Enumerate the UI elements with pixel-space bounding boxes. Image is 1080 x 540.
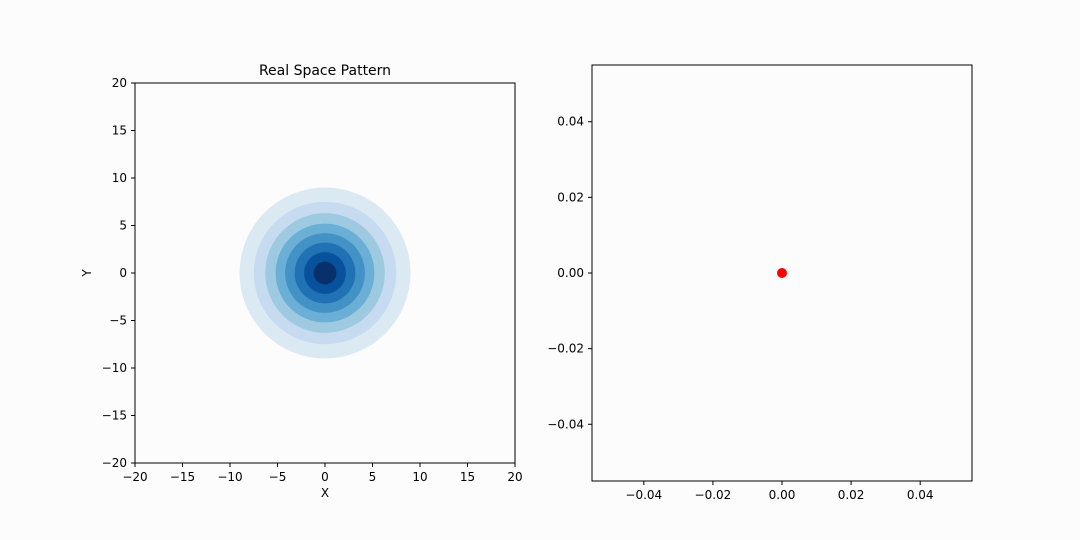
real-space-axes: −20 −15 −10 −5 0 5 10 15 20 −20−15−10−505101520 … bbox=[80, 63, 523, 500]
point-axes: −0.04 −0.02 0.00 0.02 0.04 −0.04 −0.02 0.00 0.0… bbox=[547, 64, 973, 502]
point-series bbox=[777, 268, 787, 278]
real-space-pattern bbox=[239, 187, 411, 359]
real-space-x-tick-label: 0 bbox=[321, 470, 329, 484]
real-space-y-tick-label: 5 bbox=[119, 219, 127, 233]
point-y-tick-label: 0.04 bbox=[557, 115, 584, 129]
real-space-x-ticks: −20 −15 −10 −5 0 5 10 15 20 bbox=[122, 463, 523, 484]
real-space-x-tick-label: −15 bbox=[170, 470, 195, 484]
point-x-tick-label: −0.02 bbox=[695, 488, 732, 502]
real-space-x-tick-label: 10 bbox=[412, 470, 427, 484]
point-x-tick-label: −0.04 bbox=[625, 488, 662, 502]
point-x-ticks: −0.04 −0.02 0.00 0.02 0.04 bbox=[625, 481, 934, 502]
real-space-x-label: X bbox=[321, 486, 329, 500]
real-space-y-tick-label: 15 bbox=[112, 124, 127, 138]
point-y-tick-label: 0.00 bbox=[557, 266, 584, 280]
real-space-y-tick-label: 0 bbox=[119, 266, 127, 280]
point-y-tick-label: −0.02 bbox=[547, 342, 584, 356]
real-space-y-tick-label: 10 bbox=[112, 171, 127, 185]
point-y-tick-label: −0.04 bbox=[547, 417, 584, 431]
real-space-y-label: Y bbox=[80, 269, 94, 278]
real-space-x-tick-label: −10 bbox=[217, 470, 242, 484]
point-y-ticks: −0.04 −0.02 0.00 0.02 0.04 bbox=[547, 115, 592, 431]
real-space-y-ticks: −20 −15 −10 −5 0 5 10 15 20 bbox=[102, 76, 135, 470]
real-space-x-tick-label: −20 bbox=[122, 470, 147, 484]
real-space-y-tick-label: −20 bbox=[102, 456, 127, 470]
point-x-tick-label: 0.04 bbox=[907, 488, 934, 502]
point-x-tick-label: 0.02 bbox=[838, 488, 865, 502]
real-space-y-tick-label: −10 bbox=[102, 361, 127, 375]
pattern-ring-7 bbox=[313, 261, 337, 285]
point-y-tick-label: 0.02 bbox=[557, 190, 584, 204]
real-space-y-tick-label: −5 bbox=[109, 314, 127, 328]
real-space-x-tick-label: −5 bbox=[269, 470, 287, 484]
scatter-point-0 bbox=[777, 268, 787, 278]
real-space-y-tick-label: 20 bbox=[112, 76, 127, 90]
real-space-x-tick-label: 5 bbox=[369, 470, 377, 484]
point-x-tick-label: 0.00 bbox=[769, 488, 796, 502]
real-space-title: Real Space Pattern bbox=[259, 63, 391, 79]
real-space-x-tick-label: 15 bbox=[460, 470, 475, 484]
real-space-y-tick-label: −15 bbox=[102, 409, 127, 423]
real-space-x-tick-label: 20 bbox=[507, 470, 522, 484]
